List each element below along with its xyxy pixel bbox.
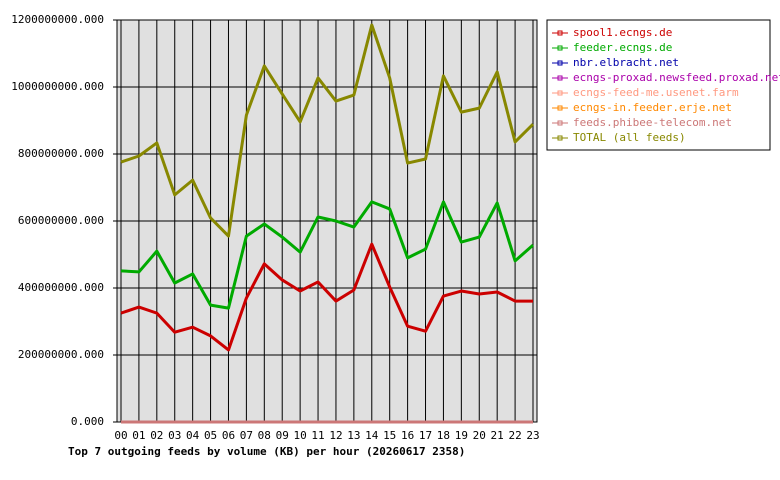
x-tick-label: 04: [186, 429, 200, 442]
legend-marker: [557, 75, 563, 81]
series-line: [120, 200, 534, 310]
legend-label: spool1.ecngs.de: [573, 26, 672, 39]
x-tick-label: 19: [455, 429, 468, 442]
legend-marker: [557, 45, 563, 51]
legend-label: ecngs-in.feeder.erje.net: [573, 101, 732, 114]
y-tick-label: 1200000000.000: [11, 13, 104, 26]
x-tick-label: 01: [132, 429, 145, 442]
x-tick-label: 02: [150, 429, 163, 442]
legend-label: nbr.elbracht.net: [573, 56, 679, 69]
x-tick-label: 14: [365, 429, 379, 442]
x-tick-label: 15: [383, 429, 396, 442]
x-tick-label: 07: [240, 429, 253, 442]
x-tick-label: 09: [276, 429, 289, 442]
legend-marker: [557, 60, 563, 66]
series-line: [120, 242, 533, 352]
legend-label: TOTAL (all feeds): [573, 131, 686, 144]
y-tick-label: 1000000000.000: [11, 80, 104, 93]
x-tick-label: 18: [437, 429, 450, 442]
x-tick-label: 10: [294, 429, 307, 442]
legend-label: feeder.ecngs.de: [573, 41, 672, 54]
y-tick-label: 0.000: [71, 415, 104, 428]
x-tick-label: 13: [347, 429, 360, 442]
x-tick-label: 12: [329, 429, 342, 442]
legend-marker: [557, 30, 563, 36]
x-tick-label: 20: [473, 429, 486, 442]
legend-marker: [557, 120, 563, 126]
x-tick-label: 03: [168, 429, 181, 442]
x-tick-label: 16: [401, 429, 414, 442]
x-tick-label: 17: [419, 429, 432, 442]
y-tick-label: 400000000.000: [18, 281, 104, 294]
x-tick-label: 05: [204, 429, 217, 442]
y-tick-label: 600000000.000: [18, 214, 104, 227]
legend-label: feeds.phibee-telecom.net: [573, 116, 732, 129]
y-tick-label: 800000000.000: [18, 147, 104, 160]
chart-title: Top 7 outgoing feeds by volume (KB) per …: [68, 445, 465, 458]
x-tick-label: 22: [508, 429, 521, 442]
x-tick-label: 23: [526, 429, 539, 442]
x-tick-label: 11: [311, 429, 324, 442]
legend-marker: [557, 90, 563, 96]
legend-label: ecngs-proxad.newsfeed.proxad.net: [573, 71, 780, 84]
legend-marker: [557, 135, 563, 141]
series-line: [120, 23, 535, 238]
x-tick-label: 06: [222, 429, 235, 442]
x-tick-label: 08: [258, 429, 271, 442]
y-tick-label: 200000000.000: [18, 348, 104, 361]
legend-label: ecngs-feed-me.usenet.farm: [573, 86, 739, 99]
legend-marker: [557, 105, 563, 111]
x-tick-label: 21: [491, 429, 504, 442]
legend-box: [546, 19, 771, 151]
x-tick-label: 00: [114, 429, 127, 442]
